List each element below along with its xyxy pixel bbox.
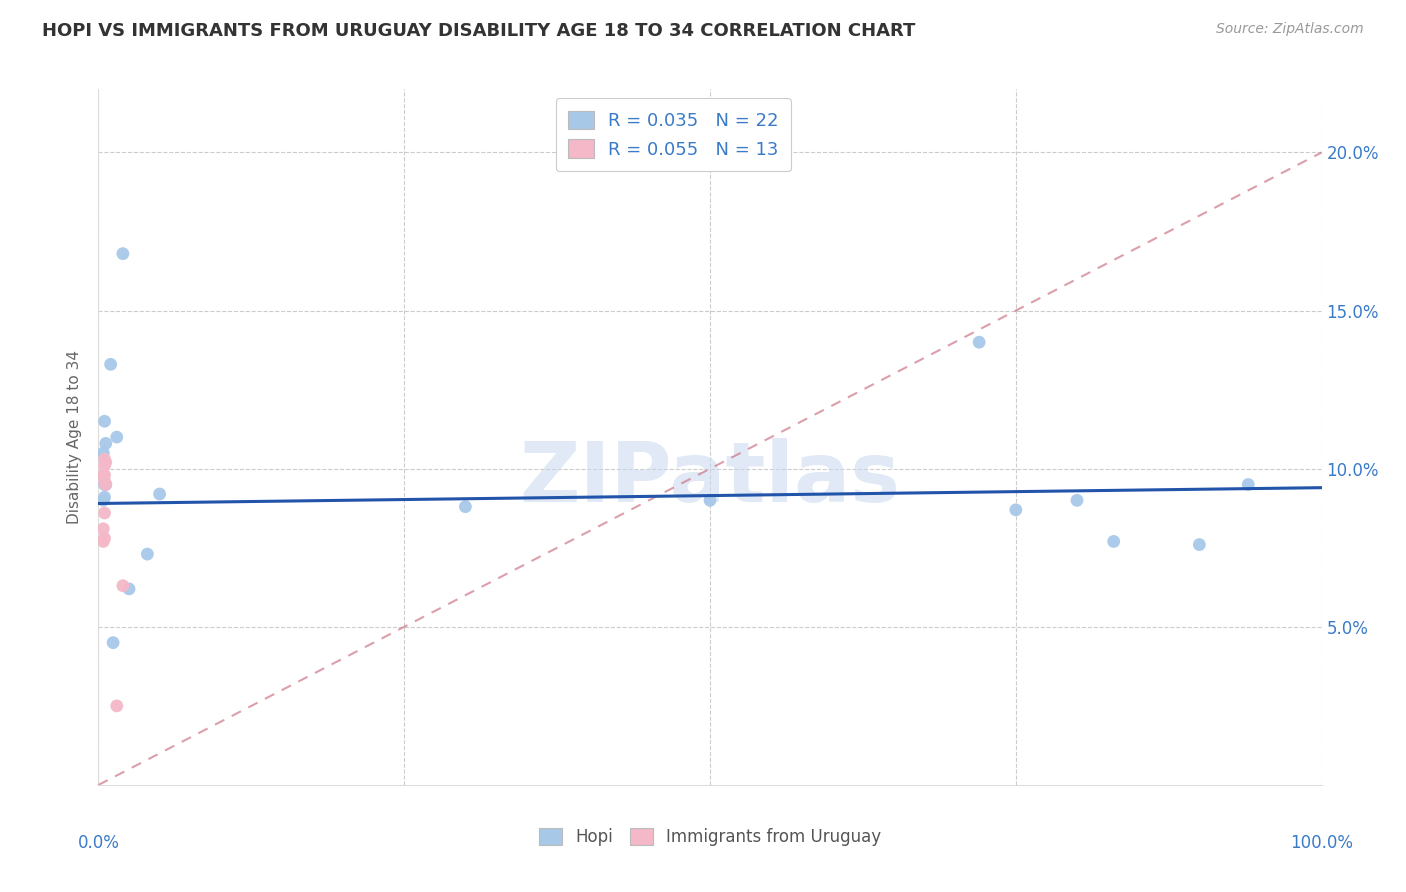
Point: [93, 458, 115, 473]
Point: [105, 430, 128, 444]
Point: [93, 452, 115, 467]
Point: [93, 490, 115, 504]
Point: [94, 477, 117, 491]
Point: [93, 477, 115, 491]
Point: [111, 579, 134, 593]
Point: [91, 446, 114, 460]
Point: [100, 357, 122, 371]
Point: [101, 635, 124, 649]
Point: [136, 547, 159, 561]
Text: Source: ZipAtlas.com: Source: ZipAtlas.com: [1216, 22, 1364, 37]
Point: [1188, 538, 1211, 552]
Point: [118, 582, 141, 596]
Point: [91, 493, 114, 508]
Point: [91, 522, 114, 536]
Point: [967, 335, 990, 350]
Point: [93, 414, 115, 428]
Point: [93, 468, 115, 483]
Point: [94, 455, 117, 469]
Point: [105, 698, 128, 713]
Point: [94, 477, 117, 491]
Point: [94, 436, 117, 450]
Y-axis label: Disability Age 18 to 34: Disability Age 18 to 34: [67, 350, 83, 524]
Text: ZIPatlas: ZIPatlas: [520, 438, 900, 519]
Point: [1102, 534, 1125, 549]
Point: [1066, 493, 1088, 508]
Text: 0.0%: 0.0%: [77, 834, 120, 852]
Point: [1004, 503, 1026, 517]
Point: [93, 531, 115, 545]
Point: [699, 493, 721, 508]
Point: [1237, 477, 1260, 491]
Point: [111, 246, 134, 260]
Text: HOPI VS IMMIGRANTS FROM URUGUAY DISABILITY AGE 18 TO 34 CORRELATION CHART: HOPI VS IMMIGRANTS FROM URUGUAY DISABILI…: [42, 22, 915, 40]
Point: [93, 475, 115, 489]
Point: [149, 487, 172, 501]
Text: 100.0%: 100.0%: [1291, 834, 1353, 852]
Point: [93, 506, 115, 520]
Point: [91, 468, 114, 483]
Legend: Hopi, Immigrants from Uruguay: Hopi, Immigrants from Uruguay: [531, 822, 889, 853]
Point: [91, 534, 114, 549]
Point: [454, 500, 477, 514]
